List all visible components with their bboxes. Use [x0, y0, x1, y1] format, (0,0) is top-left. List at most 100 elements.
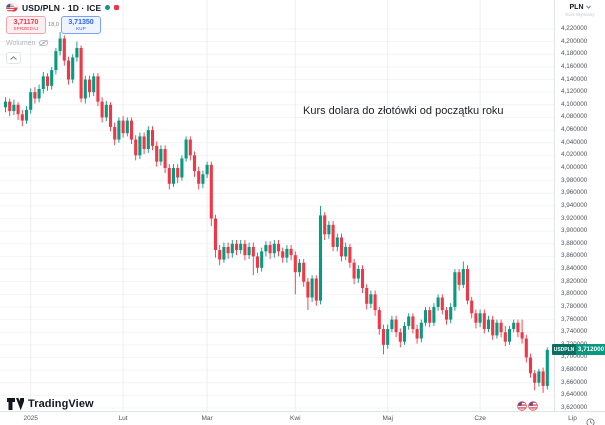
price-axis-label: 3,920000	[561, 214, 588, 222]
candle-body	[348, 246, 352, 263]
candle-body	[373, 294, 377, 311]
buy-button[interactable]: 3,71350 KUP	[61, 16, 101, 34]
candle-body	[150, 130, 155, 146]
candle-body	[268, 245, 272, 254]
candle-body	[180, 158, 184, 178]
collapse-legend-button[interactable]	[6, 52, 21, 64]
candle-body	[167, 167, 171, 184]
price-axis-label: 4,180000	[561, 50, 588, 58]
candle-body	[520, 332, 524, 339]
candle-body	[293, 255, 297, 273]
price-axis-label: 4,200000	[561, 37, 588, 45]
candle-body	[281, 251, 285, 258]
chart-legend: USD/PLN · 1D · ICE 3,71170 SPRZEDAJ 18,0…	[6, 2, 120, 64]
candle-body	[12, 104, 16, 112]
candle-body	[37, 89, 41, 99]
price-axis-label: 3,620000	[561, 404, 588, 412]
candle-body	[113, 126, 117, 140]
candle-body	[335, 237, 339, 247]
candle-body	[66, 60, 71, 80]
candle-body	[398, 332, 402, 342]
price-axis-label: 3,840000	[561, 265, 588, 273]
chevron-down-icon	[585, 5, 591, 9]
candle-body	[415, 329, 419, 339]
candle-body	[260, 251, 264, 268]
candle-body	[381, 329, 386, 345]
candle-body	[432, 306, 436, 323]
candle-body	[297, 262, 302, 273]
buy-sell-widget: 3,71170 SPRZEDAJ 18,0 3,71350 KUP	[6, 16, 119, 34]
candle-body	[50, 70, 54, 86]
alert-status-dot-icon[interactable]	[114, 5, 120, 10]
candle-body	[121, 120, 125, 134]
price-axis-label: 3,700000	[561, 353, 588, 361]
candle-body	[125, 120, 129, 134]
volume-indicator-row[interactable]: Wolumen	[6, 39, 119, 47]
candle-body	[491, 319, 495, 336]
candle-body	[314, 278, 318, 301]
candle-body	[289, 248, 293, 256]
eye-hidden-icon[interactable]	[38, 39, 49, 47]
candle-body	[533, 373, 537, 383]
buy-price: 3,71350	[68, 18, 94, 26]
candle-body	[516, 322, 520, 333]
chevron-up-icon	[10, 56, 17, 60]
price-axis-label: 4,100000	[561, 100, 588, 108]
candle-body	[134, 139, 138, 156]
candle-body	[453, 272, 457, 307]
candle-body	[344, 246, 348, 257]
us-flag-icon[interactable]	[517, 401, 527, 411]
candle-body	[457, 272, 461, 285]
last-price-tag-symbol: USDPLN	[552, 344, 576, 356]
sell-button[interactable]: 3,71170 SPRZEDAJ	[6, 16, 46, 34]
candle-body	[541, 371, 545, 386]
price-axis-label: 4,220000	[561, 25, 588, 32]
symbol-row[interactable]: USD/PLN · 1D · ICE	[6, 2, 120, 13]
spread-value: 18,0	[46, 20, 61, 30]
candle-body	[461, 269, 465, 285]
price-axis-label: 3,800000	[561, 290, 588, 298]
price-axis-label: 4,060000	[561, 126, 588, 134]
candle-body	[369, 294, 373, 304]
candle-body	[318, 215, 323, 301]
candle-body	[537, 371, 541, 383]
candle-body	[239, 243, 243, 251]
time-axis-label: 2025	[23, 415, 38, 422]
candle-body	[155, 145, 159, 162]
axis-currency-toggle[interactable]: PLN	[555, 2, 605, 12]
candle-body	[205, 164, 209, 175]
candle-body	[129, 120, 134, 140]
price-axis-label: 4,120000	[561, 88, 588, 96]
candle-body	[96, 76, 100, 102]
candle-body	[360, 269, 365, 288]
candle-body	[29, 92, 33, 110]
candle-body	[352, 262, 356, 279]
tradingview-logo[interactable]: TradingView	[7, 398, 94, 410]
candle-body	[108, 104, 113, 127]
time-axis-label: Kwi	[290, 415, 301, 422]
candle-body	[209, 164, 213, 219]
time-axis[interactable]: 2025 Lut Mar Kwi Maj Cze Lip	[0, 411, 605, 425]
candle-body	[499, 322, 503, 333]
candle-body	[264, 245, 268, 252]
candle-body	[394, 319, 398, 333]
candle-body	[327, 224, 331, 235]
volume-indicator-label[interactable]: Wolumen	[6, 39, 36, 47]
candle-body	[218, 250, 222, 260]
candle-body	[356, 269, 360, 279]
market-status-dot-icon[interactable]	[105, 5, 111, 10]
candle-body	[402, 325, 407, 342]
candle-body	[243, 243, 247, 256]
price-axis[interactable]: PLN Kurs Wymiany 4,220000 4,200000 4,18000…	[552, 0, 605, 412]
price-axis-label: 3,680000	[561, 366, 588, 374]
symbol-title[interactable]: USD/PLN · 1D · ICE	[22, 2, 102, 13]
calendar-event-flags[interactable]	[516, 401, 538, 411]
timezone-clock-icon[interactable]	[586, 414, 595, 425]
us-flag-icon[interactable]	[528, 401, 538, 411]
candle-body	[512, 322, 516, 330]
candle-body	[474, 313, 478, 323]
candle-body	[478, 313, 482, 323]
candle-body	[176, 167, 180, 178]
buy-label: KUP	[76, 26, 86, 31]
